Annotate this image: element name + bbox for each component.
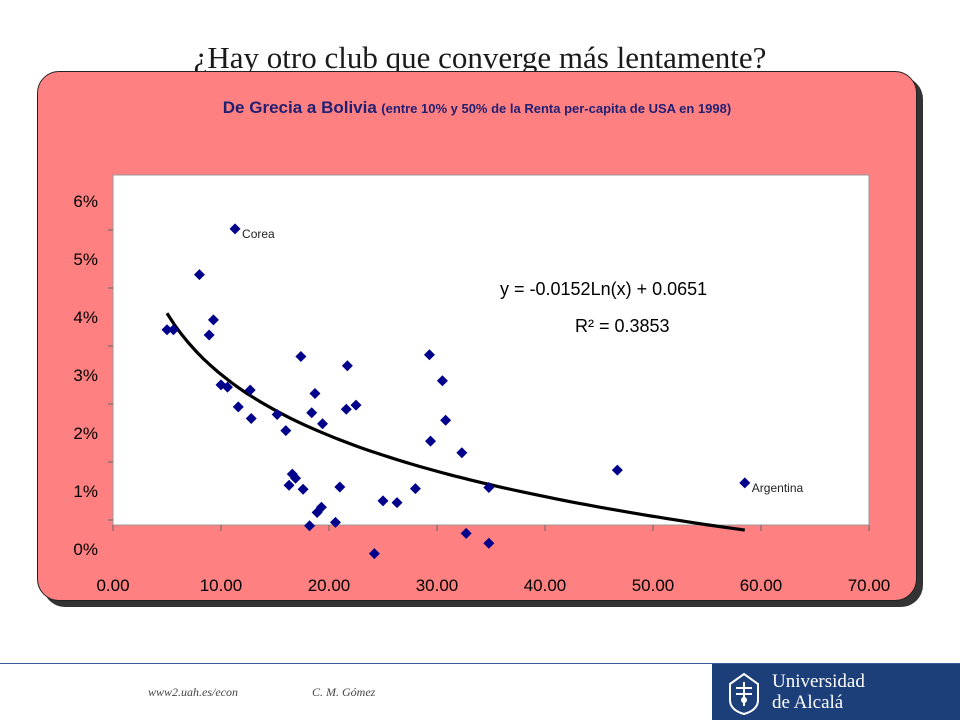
data-point <box>483 482 495 494</box>
trendline-r2: R² = 0.3853 <box>575 316 670 336</box>
y-tick-label: 4% <box>73 308 98 327</box>
chart-subtitle: (entre 10% y 50% de la Renta per-capita … <box>381 101 732 116</box>
data-point <box>456 447 468 459</box>
data-point <box>304 520 316 532</box>
y-tick-label: 2% <box>73 424 98 443</box>
x-tick-label: 30.00 <box>416 576 459 595</box>
logo-text: Universidad de Alcalá <box>772 671 865 713</box>
y-tick-label: 5% <box>73 250 98 269</box>
x-tick-label: 50.00 <box>632 576 675 595</box>
chart-title: De Grecia a Bolivia <box>222 98 377 117</box>
data-point <box>341 360 353 372</box>
y-tick-label: 6% <box>73 192 98 211</box>
data-point <box>334 481 346 493</box>
data-point <box>368 548 380 560</box>
point-annotation: Corea <box>242 227 275 241</box>
y-tick-label: 1% <box>73 482 98 501</box>
data-point <box>423 349 435 361</box>
data-point <box>245 413 257 424</box>
footer-url: www2.uah.es/econ <box>148 685 238 699</box>
data-point <box>295 350 307 362</box>
data-point <box>244 384 256 396</box>
data-point <box>409 483 421 495</box>
trendline-equation: y = -0.0152Ln(x) + 0.0651 <box>500 279 707 299</box>
x-tick-label: 70.00 <box>848 576 891 595</box>
data-point <box>611 464 623 476</box>
data-point <box>329 516 341 528</box>
data-point <box>483 537 495 549</box>
data-point <box>290 472 302 484</box>
data-point <box>436 375 448 387</box>
data-point <box>311 506 323 518</box>
logo-line-1: Universidad <box>772 671 865 692</box>
data-point <box>350 399 362 411</box>
data-point <box>229 223 241 235</box>
point-annotation: Argentina <box>752 481 804 495</box>
data-point <box>460 527 472 539</box>
data-point <box>317 418 329 430</box>
university-logo: Universidad de Alcalá <box>712 664 960 720</box>
data-point <box>193 269 205 281</box>
trendline <box>165 312 746 532</box>
data-point <box>739 477 751 489</box>
x-tick-label: 0.00 <box>96 576 129 595</box>
data-point <box>297 483 309 495</box>
x-tick-label: 20.00 <box>308 576 351 595</box>
data-point <box>340 403 352 415</box>
logo-line-2: de Alcalá <box>772 692 844 713</box>
data-point <box>280 425 292 437</box>
slide-title: ¿Hay otro club que converge más lentamen… <box>193 40 767 75</box>
x-tick-label: 60.00 <box>740 576 783 595</box>
y-tick-label: 3% <box>73 366 98 385</box>
data-point <box>283 479 295 491</box>
data-point <box>232 401 244 413</box>
data-point <box>161 324 173 336</box>
y-tick-label: 0% <box>73 540 98 559</box>
data-point <box>221 381 233 393</box>
data-point <box>377 495 389 507</box>
data-point <box>425 435 437 447</box>
data-point <box>315 501 327 513</box>
data-point <box>203 329 215 341</box>
data-point <box>271 408 283 420</box>
data-point <box>306 407 318 419</box>
footer-author: C. M. Gómez <box>312 685 376 699</box>
chart-title-block: De Grecia a Bolivia (entre 10% y 50% de … <box>37 98 917 118</box>
data-point <box>440 414 452 426</box>
data-point <box>391 497 403 509</box>
data-point <box>309 388 321 400</box>
crest-icon <box>729 672 759 716</box>
x-tick-label: 10.00 <box>200 576 243 595</box>
plot-area <box>112 174 870 526</box>
data-point <box>167 324 179 336</box>
data-point <box>207 314 219 326</box>
x-tick-label: 40.00 <box>524 576 567 595</box>
footer-divider <box>0 663 960 664</box>
